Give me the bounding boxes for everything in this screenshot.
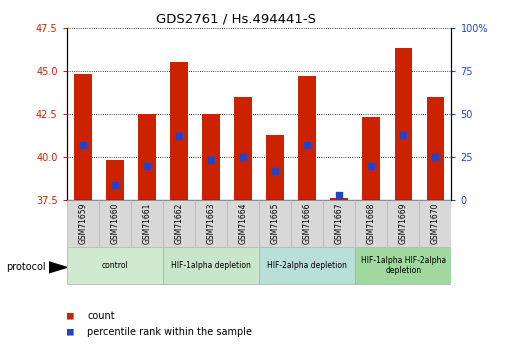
Polygon shape (49, 262, 67, 273)
Text: ■: ■ (67, 327, 73, 337)
Text: GSM71666: GSM71666 (303, 203, 312, 244)
Bar (330, 198, 348, 200)
Bar (163, 200, 195, 247)
Text: GSM71661: GSM71661 (142, 203, 151, 244)
Point (271, 168, 279, 174)
Point (303, 142, 311, 148)
Bar (299, 76, 316, 200)
Bar (363, 117, 380, 200)
Bar (259, 247, 355, 284)
Bar (355, 247, 451, 284)
Bar (195, 200, 227, 247)
Bar (67, 247, 163, 284)
Bar (98, 200, 131, 247)
Text: GSM71668: GSM71668 (367, 203, 376, 244)
Text: GSM71660: GSM71660 (110, 203, 120, 244)
Point (143, 163, 151, 168)
Text: count: count (87, 311, 115, 321)
Bar (259, 200, 291, 247)
Text: GSM71669: GSM71669 (399, 203, 408, 244)
Text: GSM71664: GSM71664 (239, 203, 248, 244)
Text: GSM71665: GSM71665 (270, 203, 280, 244)
Point (239, 154, 247, 160)
Point (399, 132, 407, 137)
Text: GSM71663: GSM71663 (206, 203, 215, 244)
Point (367, 163, 376, 168)
Text: control: control (102, 261, 128, 270)
Text: GSM71670: GSM71670 (431, 203, 440, 244)
Bar (138, 114, 155, 200)
Point (111, 182, 119, 187)
Text: GSM71662: GSM71662 (174, 203, 184, 244)
Bar (234, 97, 252, 200)
Bar (394, 48, 412, 200)
Bar (202, 114, 220, 200)
Point (207, 158, 215, 163)
Bar (67, 200, 98, 247)
Bar (163, 247, 259, 284)
Text: protocol: protocol (6, 263, 46, 272)
Point (431, 154, 440, 160)
Bar (74, 74, 91, 200)
Bar (291, 200, 323, 247)
Text: HIF-1alpha depletion: HIF-1alpha depletion (171, 261, 251, 270)
Point (175, 134, 183, 139)
Text: HIF-1alpha HIF-2alpha
depletion: HIF-1alpha HIF-2alpha depletion (361, 256, 446, 275)
Bar (420, 200, 451, 247)
Bar (427, 97, 444, 200)
Bar (106, 160, 124, 200)
Text: GSM71667: GSM71667 (334, 203, 344, 244)
Bar (131, 200, 163, 247)
Bar (323, 200, 355, 247)
Bar (355, 200, 387, 247)
Point (78, 142, 87, 148)
Text: GSM71659: GSM71659 (78, 203, 87, 244)
Text: HIF-2alpha depletion: HIF-2alpha depletion (267, 261, 347, 270)
Text: percentile rank within the sample: percentile rank within the sample (87, 327, 252, 337)
Text: GDS2761 / Hs.494441-S: GDS2761 / Hs.494441-S (156, 12, 316, 25)
Text: ■: ■ (67, 311, 73, 321)
Bar (387, 200, 420, 247)
Point (335, 192, 343, 198)
Bar (266, 135, 284, 200)
Bar (170, 62, 188, 200)
Bar (227, 200, 259, 247)
